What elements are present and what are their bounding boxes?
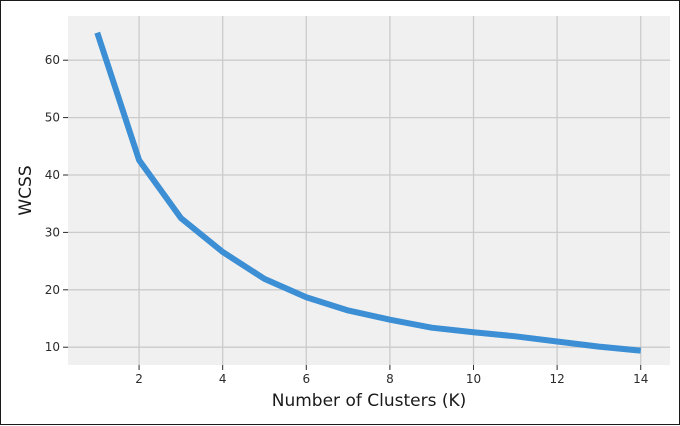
y-tick-label: 60 bbox=[45, 53, 60, 67]
x-axis-label: Number of Clusters (K) bbox=[272, 391, 467, 411]
y-tick-label: 50 bbox=[45, 111, 60, 125]
x-tick-label: 12 bbox=[549, 372, 564, 386]
y-tick-label: 40 bbox=[45, 168, 60, 182]
x-tick-label: 2 bbox=[135, 372, 143, 386]
x-tick-label: 4 bbox=[219, 372, 227, 386]
y-tick-label: 20 bbox=[45, 283, 60, 297]
x-tick-label: 14 bbox=[633, 372, 648, 386]
y-axis: 10 20 30 40 50 60 bbox=[45, 53, 68, 354]
y-axis-label: WCSS bbox=[16, 165, 36, 215]
x-tick-label: 6 bbox=[302, 372, 310, 386]
x-tick-label: 8 bbox=[386, 372, 394, 386]
x-tick-label: 10 bbox=[466, 372, 481, 386]
y-tick-label: 10 bbox=[45, 340, 60, 354]
y-tick-label: 30 bbox=[45, 225, 60, 239]
x-axis: 2 4 6 8 10 12 14 bbox=[135, 365, 648, 386]
